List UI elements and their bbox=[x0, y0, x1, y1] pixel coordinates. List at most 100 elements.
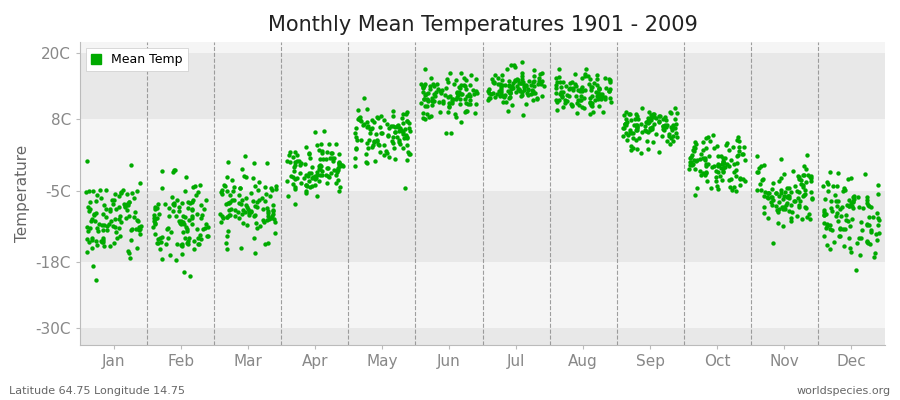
Point bbox=[572, 86, 586, 93]
Point bbox=[617, 120, 632, 127]
Point bbox=[486, 89, 500, 96]
Point bbox=[418, 66, 433, 72]
Point bbox=[513, 93, 527, 99]
Point bbox=[753, 187, 768, 193]
Point bbox=[169, 213, 184, 219]
Point bbox=[360, 123, 374, 129]
Point bbox=[315, 168, 329, 174]
Point bbox=[497, 94, 511, 100]
Point bbox=[366, 139, 381, 145]
Point bbox=[450, 90, 464, 97]
Point bbox=[562, 84, 577, 91]
Point bbox=[103, 243, 117, 250]
Point bbox=[190, 189, 204, 195]
Point bbox=[151, 236, 166, 242]
Point bbox=[844, 248, 859, 255]
Point bbox=[526, 82, 541, 89]
Point bbox=[371, 115, 385, 121]
Point bbox=[776, 195, 790, 202]
Point bbox=[824, 222, 838, 229]
Point bbox=[310, 142, 324, 148]
Point bbox=[727, 183, 742, 190]
Point bbox=[170, 241, 184, 248]
Point bbox=[797, 204, 812, 210]
Point bbox=[777, 193, 791, 200]
Point bbox=[163, 251, 177, 258]
Point bbox=[870, 210, 885, 216]
Point bbox=[556, 78, 571, 85]
Point bbox=[374, 113, 388, 119]
Point bbox=[166, 200, 180, 207]
Point bbox=[821, 187, 835, 194]
Point bbox=[194, 202, 209, 208]
Point bbox=[624, 147, 638, 153]
Point bbox=[652, 119, 666, 125]
Point bbox=[100, 226, 114, 233]
Point bbox=[688, 166, 702, 172]
Point bbox=[798, 187, 813, 194]
Point bbox=[517, 84, 531, 90]
Point bbox=[176, 213, 191, 219]
Point bbox=[585, 93, 599, 99]
Point bbox=[421, 98, 436, 104]
Point bbox=[729, 188, 743, 194]
Point bbox=[396, 111, 410, 118]
Point bbox=[640, 138, 654, 144]
Point bbox=[390, 134, 404, 141]
Point bbox=[562, 92, 577, 99]
Point bbox=[297, 175, 311, 182]
Point bbox=[184, 213, 199, 220]
Point bbox=[184, 198, 199, 205]
Point bbox=[710, 183, 724, 190]
Point bbox=[514, 80, 528, 86]
Point bbox=[414, 99, 428, 106]
Point bbox=[164, 228, 178, 235]
Point bbox=[292, 157, 307, 164]
Point bbox=[458, 109, 473, 115]
Point bbox=[185, 220, 200, 227]
Point bbox=[162, 205, 176, 212]
Point bbox=[683, 155, 698, 161]
Point bbox=[602, 76, 616, 83]
Point bbox=[80, 249, 94, 255]
Point bbox=[423, 86, 437, 93]
Point bbox=[645, 111, 660, 118]
Point bbox=[698, 134, 713, 141]
Point bbox=[324, 170, 338, 176]
Point bbox=[456, 82, 471, 88]
Point bbox=[688, 156, 702, 163]
Point bbox=[334, 162, 348, 168]
Point bbox=[155, 234, 169, 240]
Point bbox=[440, 76, 454, 82]
Point bbox=[817, 207, 832, 213]
Point bbox=[96, 239, 111, 246]
Point bbox=[772, 206, 787, 212]
Point bbox=[134, 222, 148, 229]
Point bbox=[644, 114, 659, 121]
Point bbox=[352, 116, 366, 122]
Point bbox=[623, 111, 637, 118]
Point bbox=[427, 91, 441, 98]
Point bbox=[781, 193, 796, 200]
Point bbox=[682, 162, 697, 169]
Point bbox=[214, 189, 229, 196]
Point bbox=[469, 101, 483, 108]
Point bbox=[303, 170, 318, 176]
Point bbox=[460, 108, 474, 114]
Point bbox=[160, 234, 175, 241]
Point bbox=[727, 160, 742, 167]
Point bbox=[417, 83, 431, 89]
Point bbox=[502, 89, 517, 95]
Point bbox=[112, 192, 126, 199]
Point bbox=[514, 80, 528, 86]
Point bbox=[781, 193, 796, 199]
Point bbox=[213, 211, 228, 217]
Point bbox=[281, 193, 295, 200]
Point bbox=[789, 213, 804, 220]
Point bbox=[789, 188, 804, 194]
Point bbox=[552, 97, 566, 103]
Point bbox=[696, 147, 710, 153]
Point bbox=[79, 224, 94, 230]
Point bbox=[350, 137, 365, 144]
Point bbox=[782, 184, 796, 191]
